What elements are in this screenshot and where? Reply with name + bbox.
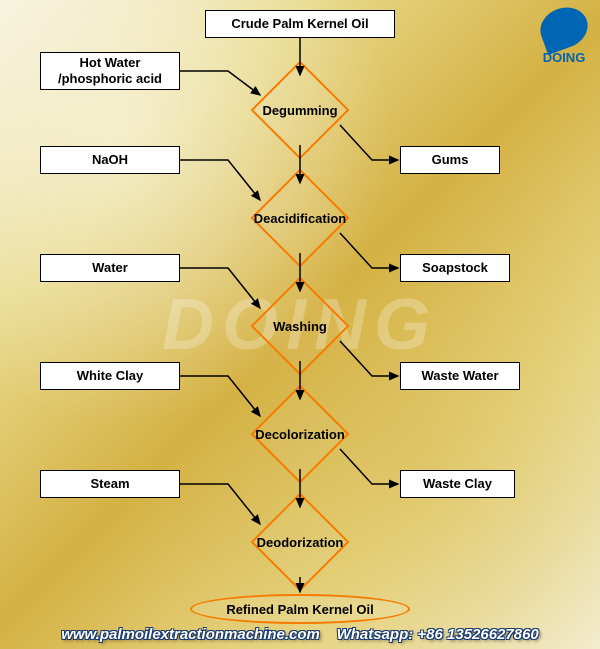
footer-contact: www.palmoilextractionmachine.com Whatsap… xyxy=(0,626,600,643)
process-label: Deacidification xyxy=(240,188,360,248)
process-label: Degumming xyxy=(240,80,360,140)
output-soapstock: Soapstock xyxy=(400,254,510,282)
footer-url: www.palmoilextractionmachine.com xyxy=(61,626,320,643)
process-decolorization: Decolorization xyxy=(240,404,360,464)
process-label: Deodorization xyxy=(240,512,360,572)
output-gums: Gums xyxy=(400,146,500,174)
input-water: Water xyxy=(40,254,180,282)
flowchart-canvas: Crude Palm Kernel Oil Hot Water /phospho… xyxy=(0,0,600,649)
footer-whatsapp: Whatsapp: +86 13526627860 xyxy=(337,626,539,643)
end-node: Refined Palm Kernel Oil xyxy=(190,594,410,624)
output-waste-clay: Waste Clay xyxy=(400,470,515,498)
input-hot-water: Hot Water /phosphoric acid xyxy=(40,52,180,90)
process-deacidification: Deacidification xyxy=(240,188,360,248)
process-degumming: Degumming xyxy=(240,80,360,140)
output-waste-water: Waste Water xyxy=(400,362,520,390)
input-steam: Steam xyxy=(40,470,180,498)
process-label: Washing xyxy=(240,296,360,356)
input-naoh: NaOH xyxy=(40,146,180,174)
start-node: Crude Palm Kernel Oil xyxy=(205,10,395,38)
process-washing: Washing xyxy=(240,296,360,356)
input-white-clay: White Clay xyxy=(40,362,180,390)
process-label: Decolorization xyxy=(240,404,360,464)
process-deodorization: Deodorization xyxy=(240,512,360,572)
